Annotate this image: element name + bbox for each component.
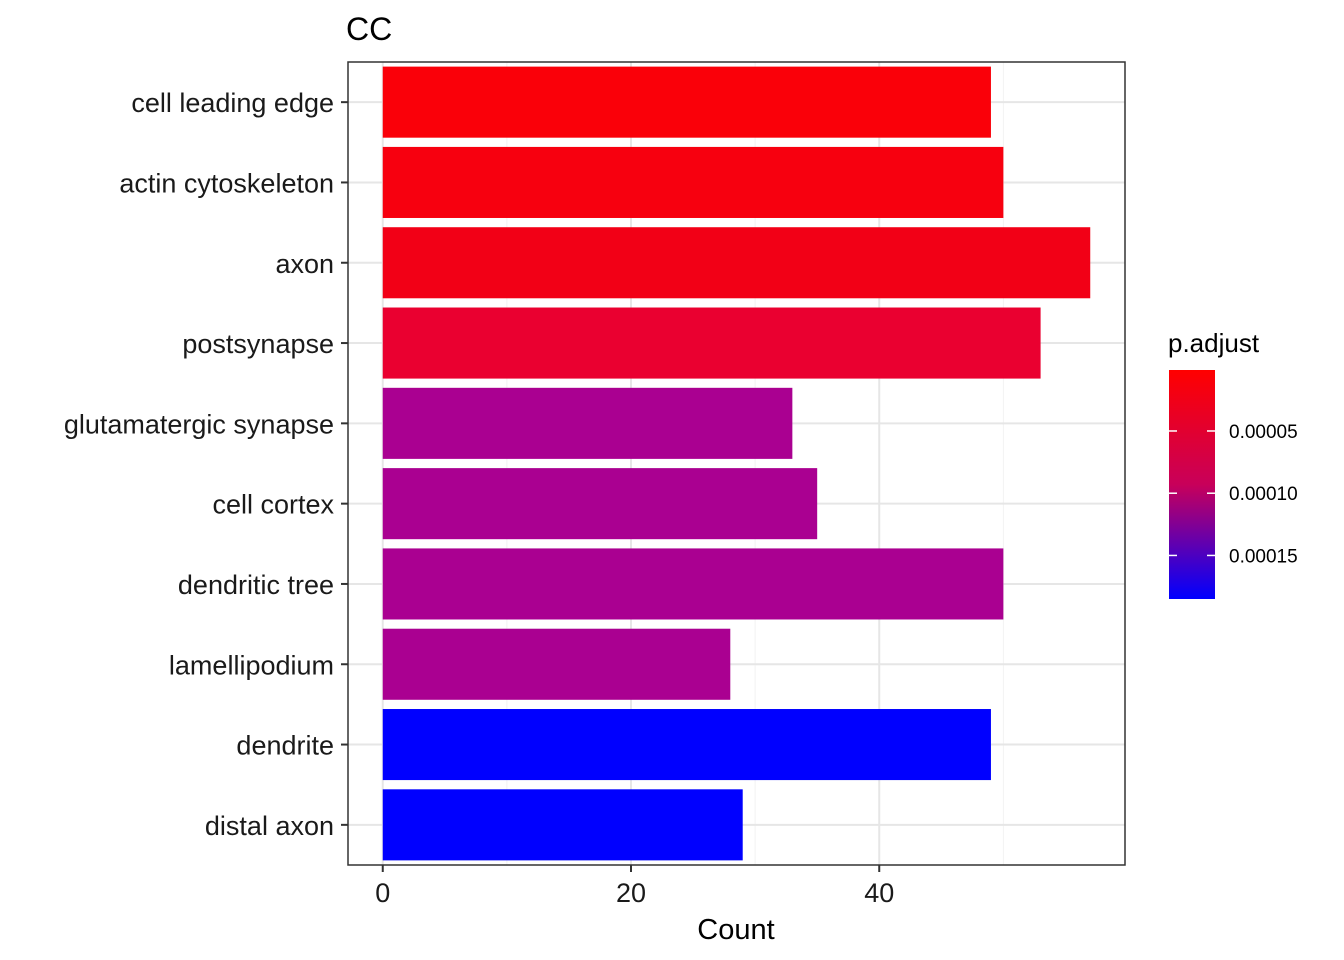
y-tick-label: actin cytoskeleton xyxy=(119,168,334,198)
bars xyxy=(382,66,1091,861)
bar xyxy=(382,387,793,459)
y-tick-label: axon xyxy=(275,249,334,279)
color-legend: p.adjust 0.00005 0.00010 0.00015 xyxy=(1168,328,1298,599)
bar xyxy=(382,789,743,861)
y-tick-label: cell cortex xyxy=(212,490,334,520)
y-tick-label: dendritic tree xyxy=(178,570,334,600)
legend-tick-label: 0.00005 xyxy=(1229,422,1298,443)
bar xyxy=(382,628,731,700)
bar xyxy=(382,307,1041,379)
legend-ticks: 0.00005 0.00010 0.00015 xyxy=(1169,422,1298,567)
x-axis: 0 20 40 xyxy=(375,865,894,908)
chart-title: CC xyxy=(346,11,392,47)
y-tick-label: glutamatergic synapse xyxy=(64,409,334,439)
legend-colorbar xyxy=(1169,370,1215,599)
bar xyxy=(382,709,991,781)
x-axis-label: Count xyxy=(697,914,774,946)
y-tick-label: cell leading edge xyxy=(131,88,334,118)
legend-tick-label: 0.00010 xyxy=(1229,484,1298,505)
bar xyxy=(382,146,1004,218)
x-tick-label: 40 xyxy=(864,878,894,908)
y-axis: cell leading edge actin cytoskeleton axon p… xyxy=(64,88,348,841)
x-tick-label: 0 xyxy=(375,878,390,908)
y-tick-label: distal axon xyxy=(205,811,334,841)
y-tick-label: postsynapse xyxy=(182,329,334,359)
legend-tick-label: 0.00015 xyxy=(1229,546,1298,567)
bar xyxy=(382,548,1004,620)
bar xyxy=(382,66,991,138)
y-tick-label: dendrite xyxy=(236,731,334,761)
bar xyxy=(382,468,818,540)
x-tick-label: 20 xyxy=(616,878,646,908)
legend-title: p.adjust xyxy=(1168,328,1260,358)
plot-panel-border xyxy=(347,61,1126,866)
bar xyxy=(382,227,1091,299)
y-tick-label: lamellipodium xyxy=(169,650,334,680)
